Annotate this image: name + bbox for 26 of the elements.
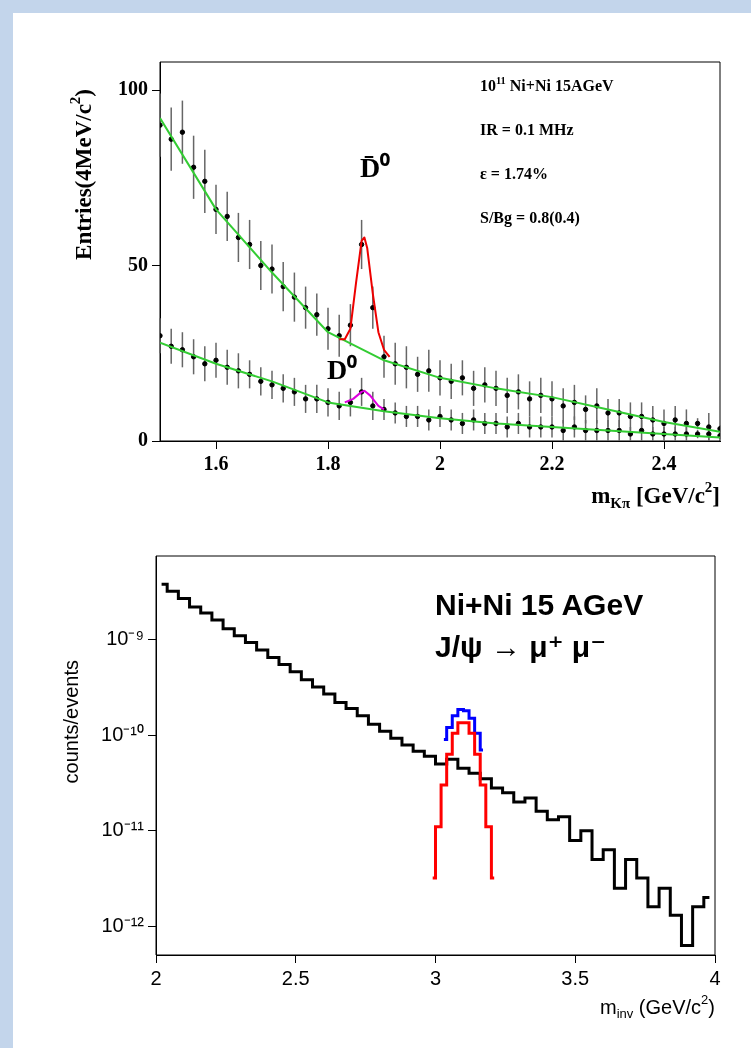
- annotation: D⁰: [326, 354, 358, 386]
- y-tick-label: 10⁻¹¹: [101, 818, 145, 841]
- y-tick-label: 100: [118, 77, 148, 100]
- y-tick-label: 10⁻¹²: [101, 913, 145, 936]
- annotation: ε = 1.74%: [480, 165, 548, 183]
- x-tick-label: 2.5: [281, 966, 310, 989]
- y-tick-label: 10⁻⁹: [106, 627, 144, 650]
- y-axis-title: Entries(4MeV/c2): [67, 88, 96, 260]
- y-axis-title: counts/events: [59, 659, 82, 784]
- x-tick-label: 3: [429, 966, 442, 989]
- annotation: IR = 0.1 MHz: [480, 121, 574, 139]
- annotation: Ni+Ni 15 AGeV: [435, 588, 644, 622]
- y-tick-label: 50: [128, 252, 148, 275]
- x-tick-label: 3.5: [561, 966, 590, 989]
- y-tick-label: 10⁻¹⁰: [101, 722, 144, 745]
- x-tick-label: 4: [709, 966, 721, 989]
- annotation: J/ψ → μ⁺ μ⁻: [435, 630, 607, 664]
- y-tick-label: 0: [138, 428, 148, 451]
- annotation: D̄⁰: [359, 152, 391, 184]
- x-tick-label: 2: [150, 966, 162, 989]
- x-tick-label: 2.2: [539, 452, 565, 475]
- x-tick-label: 1.8: [315, 452, 341, 475]
- x-tick-label: 2.4: [651, 452, 677, 475]
- annotation: S/Bg = 0.8(0.4): [480, 209, 580, 228]
- x-tick-label: 2: [435, 452, 445, 475]
- x-tick-label: 1.6: [203, 452, 229, 475]
